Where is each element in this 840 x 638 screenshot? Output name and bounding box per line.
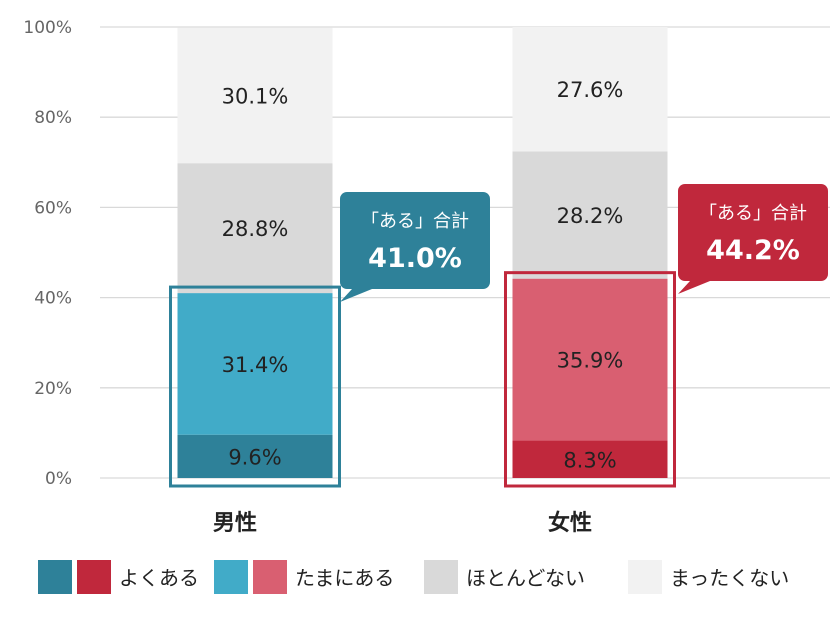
category-label: 女性 xyxy=(548,510,592,536)
callout-title: 「ある」合計 xyxy=(361,211,469,232)
y-tick-label: 80% xyxy=(34,108,72,128)
bar-segment xyxy=(512,27,668,152)
segment-labels: 9.6% 31.4% 28.8% 30.1% 8.3% 35.9% 28.2% 27.6% xyxy=(222,78,624,472)
callouts: 「ある」合計 41.0% 「ある」合計 44.2% xyxy=(340,184,828,302)
callout-title: 「ある」合計 xyxy=(699,203,807,224)
callout-pointer xyxy=(678,281,710,294)
y-tick-label: 100% xyxy=(23,18,72,38)
data-label: 8.3% xyxy=(563,448,616,472)
data-label: 31.4% xyxy=(222,353,289,377)
category-labels: 男性 女性 xyxy=(213,510,592,536)
bar-segment xyxy=(177,434,333,478)
bar-segment xyxy=(512,440,668,478)
total-outline xyxy=(169,285,341,488)
bar-segment xyxy=(512,151,668,279)
data-label: 35.9% xyxy=(557,349,624,373)
data-label: 9.6% xyxy=(228,445,281,469)
legend-label: ほとんどない xyxy=(466,566,585,590)
data-label: 30.1% xyxy=(222,84,289,108)
data-label: 28.8% xyxy=(222,217,289,241)
y-tick-label: 60% xyxy=(34,198,72,218)
category-label: 男性 xyxy=(213,511,257,536)
legend: よくある たまにある ほとんどない まったくない xyxy=(38,560,789,594)
callout-box xyxy=(678,184,828,281)
y-tick-label: 0% xyxy=(45,469,72,489)
total-outline xyxy=(504,271,676,488)
callout-box xyxy=(340,192,490,289)
callout-pointer xyxy=(340,289,372,302)
bar-segment xyxy=(177,163,333,294)
bars xyxy=(177,27,668,478)
callout-value: 41.0% xyxy=(368,243,462,274)
legend-swatch xyxy=(214,560,248,594)
data-label: 27.6% xyxy=(557,78,624,102)
legend-label: まったくない xyxy=(670,566,789,590)
legend-swatch xyxy=(77,560,111,594)
y-tick-label: 40% xyxy=(34,289,72,309)
y-axis-ticks: 0% 20% 40% 60% 80% 100% xyxy=(23,18,72,489)
bar-segment xyxy=(177,27,333,164)
legend-label: よくある xyxy=(119,566,199,590)
bar-segment xyxy=(177,293,333,435)
total-outlines xyxy=(169,271,676,488)
legend-swatch xyxy=(628,560,662,594)
legend-swatch xyxy=(38,560,72,594)
legend-swatch xyxy=(253,560,287,594)
callout-value: 44.2% xyxy=(706,235,800,266)
legend-label: たまにある xyxy=(295,566,394,590)
legend-swatch xyxy=(424,560,458,594)
data-label: 28.2% xyxy=(557,204,624,228)
y-tick-label: 20% xyxy=(34,379,72,399)
bar-segment xyxy=(512,278,668,441)
